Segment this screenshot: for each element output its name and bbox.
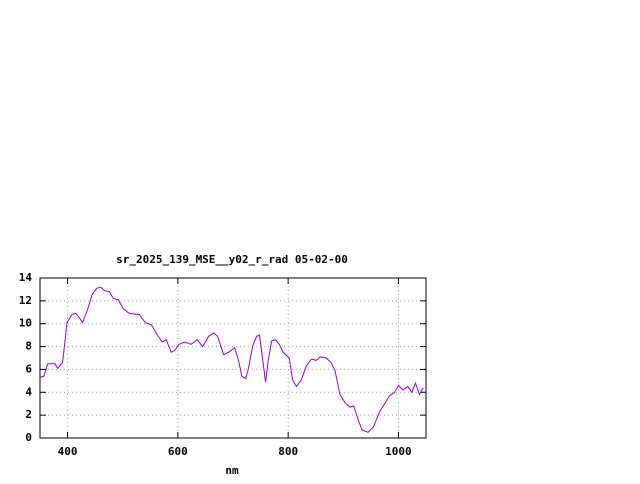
y-tick-label: 4 <box>25 385 32 398</box>
y-tick-label: 0 <box>25 431 32 444</box>
x-axis-label: nm <box>225 464 239 477</box>
x-tick-label: 600 <box>168 445 188 458</box>
y-tick-label: 6 <box>25 362 32 375</box>
y-tick-label: 12 <box>19 294 32 307</box>
x-tick-label: 1000 <box>385 445 412 458</box>
y-tick-label: 14 <box>19 271 33 284</box>
x-tick-label: 400 <box>58 445 78 458</box>
chart-title: sr_2025_139_MSE__y02_r_rad 05-02-00 <box>116 253 348 266</box>
data-line <box>39 286 424 433</box>
plot-border <box>39 277 427 439</box>
x-tick-label: 800 <box>278 445 298 458</box>
y-tick-label: 8 <box>25 340 32 353</box>
y-tick-label: 10 <box>19 317 32 330</box>
y-tick-label: 2 <box>25 408 32 421</box>
